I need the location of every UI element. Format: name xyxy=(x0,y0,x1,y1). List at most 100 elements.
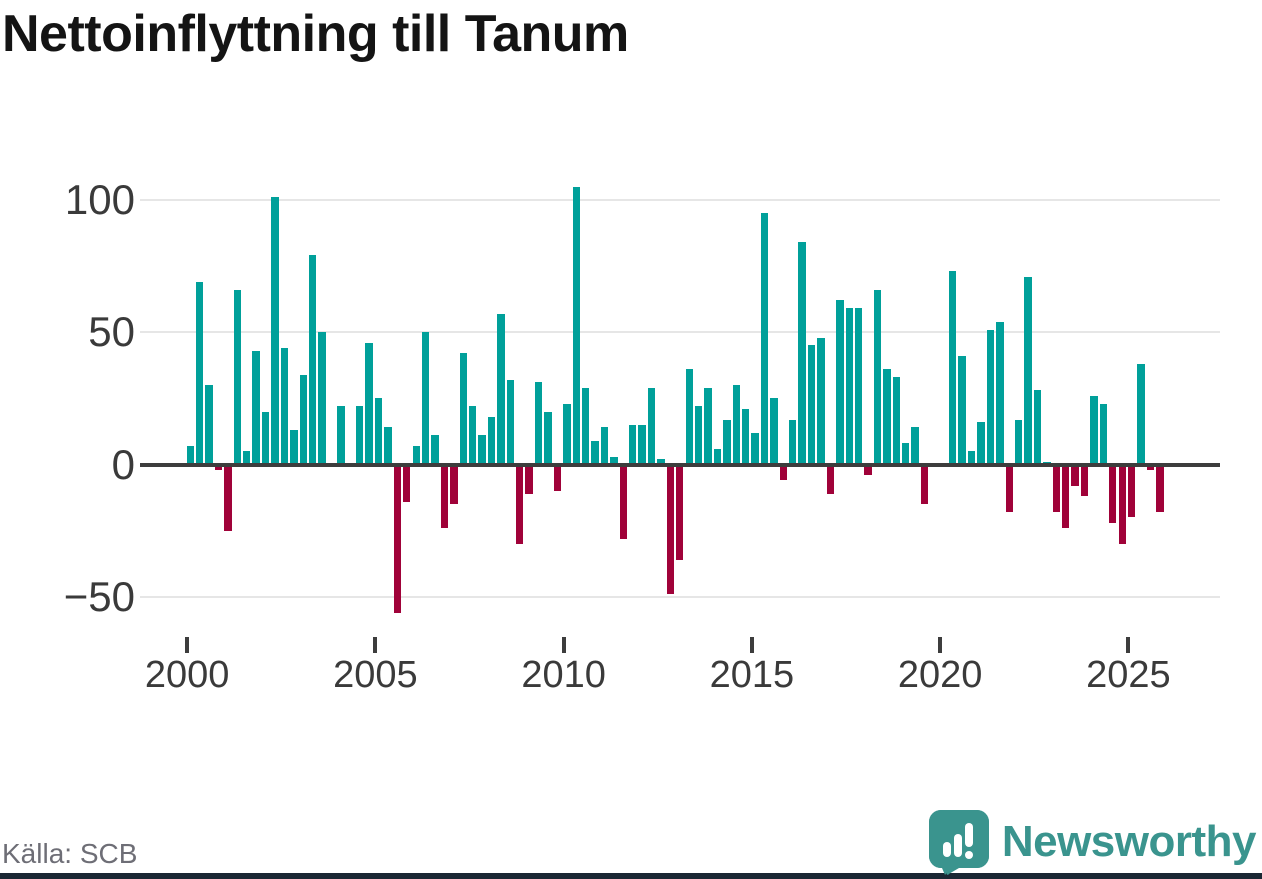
x-axis-tick xyxy=(938,637,943,653)
bar-2007Q3 xyxy=(468,406,477,465)
bar-2005Q3 xyxy=(393,464,402,613)
bar-2025Q1 xyxy=(1127,464,1136,518)
bar-2009Q1 xyxy=(525,464,533,494)
bar-2017Q2 xyxy=(836,300,844,465)
bar-2011Q2 xyxy=(610,456,618,465)
bar-2009Q3 xyxy=(544,411,552,465)
bar-2012Q2 xyxy=(647,387,656,465)
bar-2017Q3 xyxy=(845,308,853,465)
bar-2023Q4 xyxy=(1080,464,1089,497)
bar-2006Q1 xyxy=(412,445,420,465)
bar-2008Q4 xyxy=(516,464,524,544)
bar-2023Q1 xyxy=(1052,464,1060,513)
bar-2002Q2 xyxy=(271,197,279,465)
bar-2024Q4 xyxy=(1118,464,1126,544)
bar-2015Q4 xyxy=(779,464,788,481)
bar-2003Q1 xyxy=(299,374,307,465)
bar-2006Q4 xyxy=(440,464,449,528)
bar-2012Q4 xyxy=(666,464,675,595)
bar-2001Q1 xyxy=(224,464,232,531)
chart-title: Nettoinflyttning till Tanum xyxy=(2,5,629,63)
bar-2008Q2 xyxy=(497,313,505,465)
bar-2014Q3 xyxy=(732,385,740,465)
bar-2006Q2 xyxy=(421,332,430,465)
bar-2022Q1 xyxy=(1014,419,1023,465)
bar-2000Q2 xyxy=(196,281,204,465)
bar-2016Q1 xyxy=(789,419,797,465)
y-axis-label: 0 xyxy=(111,440,135,488)
bar-2012Q1 xyxy=(638,424,646,465)
bar-2009Q2 xyxy=(534,382,543,465)
bar-2001Q3 xyxy=(243,451,251,465)
bar-2013Q3 xyxy=(694,406,703,465)
bar-2001Q4 xyxy=(252,350,260,465)
bar-2018Q4 xyxy=(892,377,900,465)
source-note: Källa: SCB xyxy=(2,838,138,869)
bar-2009Q4 xyxy=(553,464,562,491)
bar-2019Q2 xyxy=(911,427,919,465)
gridline xyxy=(140,331,1220,334)
bar-2014Q2 xyxy=(723,419,731,465)
bar-2019Q1 xyxy=(902,443,910,465)
bar-2025Q2 xyxy=(1137,363,1145,465)
bar-2015Q3 xyxy=(770,398,778,465)
bar-2017Q4 xyxy=(854,308,863,465)
bar-2024Q1 xyxy=(1090,395,1098,465)
bar-2014Q4 xyxy=(741,408,750,465)
x-axis-tick xyxy=(373,637,378,653)
bar-2021Q2 xyxy=(986,329,995,465)
bar-2003Q3 xyxy=(318,332,326,465)
bar-2016Q2 xyxy=(798,242,806,465)
brand-name: Newsworthy xyxy=(1001,817,1257,866)
bar-2015Q1 xyxy=(751,432,759,465)
x-axis-tick xyxy=(1126,637,1131,653)
bar-2000Q3 xyxy=(205,385,213,465)
bar-2018Q3 xyxy=(883,369,891,465)
bar-2023Q2 xyxy=(1062,464,1070,528)
bar-2007Q4 xyxy=(478,435,486,465)
bar-2010Q2 xyxy=(572,186,580,465)
bar-2013Q1 xyxy=(676,464,684,560)
bar-2025Q4 xyxy=(1156,464,1164,513)
bar-2011Q1 xyxy=(600,427,609,465)
bar-2002Q1 xyxy=(261,411,270,465)
newsworthy-bubble-icon xyxy=(928,810,989,875)
bar-2005Q2 xyxy=(384,427,392,465)
bar-2007Q1 xyxy=(450,464,458,505)
bar-2004Q4 xyxy=(365,342,373,465)
bar-2007Q2 xyxy=(459,353,467,465)
bar-2008Q3 xyxy=(506,379,515,465)
bar-2014Q1 xyxy=(713,448,722,465)
bar-2015Q2 xyxy=(760,213,769,465)
x-axis-tick xyxy=(561,637,566,653)
bar-2022Q3 xyxy=(1033,390,1042,465)
y-axis-label: −50 xyxy=(63,572,135,620)
bar-2000Q4 xyxy=(214,464,223,470)
gridline xyxy=(140,198,1220,201)
bar-2016Q3 xyxy=(807,345,816,465)
bar-2020Q2 xyxy=(949,271,957,465)
bar-2005Q1 xyxy=(374,398,383,465)
x-axis-label: 2010 xyxy=(521,654,606,696)
bar-2018Q2 xyxy=(873,289,882,465)
bar-2011Q3 xyxy=(619,464,627,539)
bar-2020Q3 xyxy=(958,356,966,465)
bar-2012Q3 xyxy=(657,459,665,465)
bar-2003Q2 xyxy=(308,255,317,465)
zero-axis-line xyxy=(140,462,1220,467)
x-axis-tick xyxy=(749,637,754,653)
bar-2006Q3 xyxy=(431,435,439,465)
x-axis-label: 2015 xyxy=(709,654,795,696)
y-axis-label: 100 xyxy=(64,175,135,223)
bar-2021Q3 xyxy=(996,321,1004,465)
bar-2024Q3 xyxy=(1109,464,1117,523)
bar-2002Q4 xyxy=(290,430,298,465)
bottom-accent-bar xyxy=(0,873,1262,879)
bar-2024Q2 xyxy=(1099,403,1108,465)
bar-2023Q3 xyxy=(1071,464,1079,486)
bar-2021Q1 xyxy=(977,422,985,465)
bar-2005Q4 xyxy=(403,464,411,502)
x-axis-tick xyxy=(185,637,190,653)
bar-2025Q3 xyxy=(1146,464,1155,470)
bar-2008Q1 xyxy=(487,416,496,465)
